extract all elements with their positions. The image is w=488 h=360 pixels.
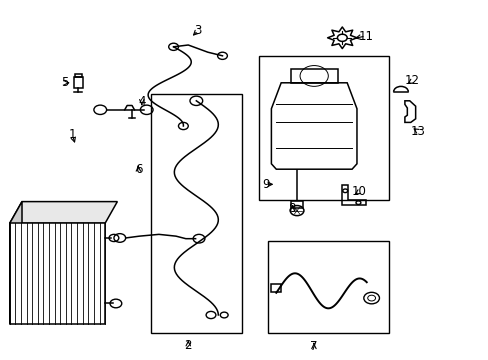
Text: 11: 11 (358, 30, 372, 42)
Bar (74, 77, 82, 88)
Text: 8: 8 (288, 202, 296, 215)
Text: 9: 9 (261, 178, 269, 191)
Text: 6: 6 (134, 163, 142, 176)
Text: 7: 7 (309, 340, 317, 353)
Text: 13: 13 (410, 125, 425, 138)
Text: 4: 4 (138, 95, 145, 108)
Polygon shape (10, 202, 22, 324)
Text: 3: 3 (194, 24, 202, 37)
Bar (271, 284, 281, 292)
Text: 1: 1 (68, 129, 76, 141)
Bar (267, 241, 388, 333)
Bar (75, 74, 81, 77)
Polygon shape (10, 202, 117, 223)
Polygon shape (271, 83, 356, 169)
Text: 10: 10 (351, 185, 366, 198)
Bar (150, 94, 242, 333)
Bar (290, 69, 337, 83)
Text: 2: 2 (184, 339, 192, 352)
Bar (10, 223, 105, 324)
Bar (259, 56, 388, 200)
Text: 12: 12 (404, 75, 419, 87)
Text: 5: 5 (61, 76, 69, 89)
Bar (291, 201, 303, 208)
